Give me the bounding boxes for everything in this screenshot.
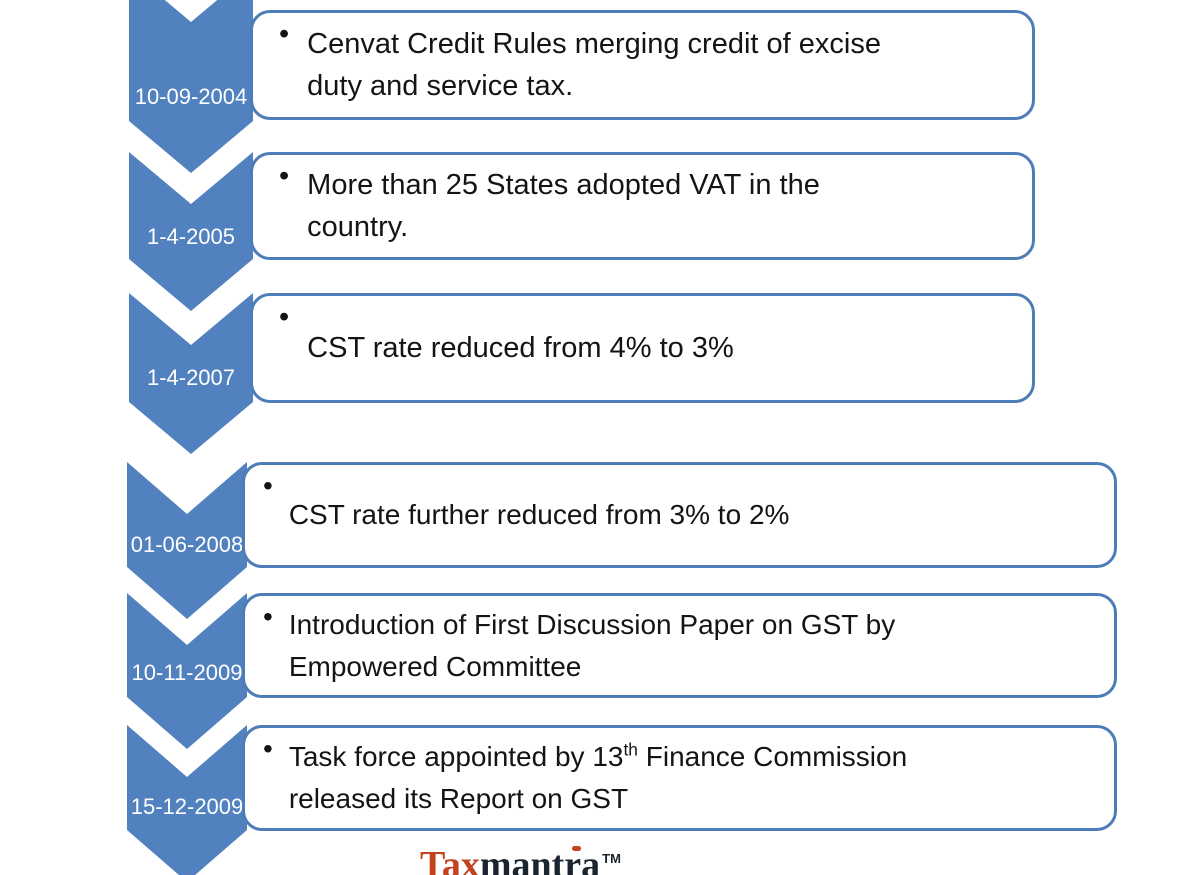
timeline-event-box: • Task force appointed by 13th Finance C… <box>242 725 1117 831</box>
bullet-icon: • <box>263 470 273 501</box>
logo-accent-dot-icon <box>572 846 581 851</box>
event-text: Introduction of First Discussion Paper o… <box>288 608 896 640</box>
timeline-date: 15-12-2009 <box>130 794 244 819</box>
event-text: released its Report on GST <box>288 783 629 814</box>
bullet-icon: • <box>279 160 290 192</box>
bullet-icon: • <box>279 301 290 333</box>
timeline-date: 10-09-2004 <box>134 84 248 109</box>
event-text: Finance Commission <box>637 741 908 772</box>
chevron-segment <box>129 152 253 311</box>
event-text: country. <box>307 211 409 243</box>
ordinal-superscript: th <box>623 739 638 760</box>
timeline-event-box: • Introduction of First Discussion Paper… <box>242 593 1117 698</box>
chevron-segment <box>129 0 253 173</box>
event-text: CST rate reduced from 4% to 3% <box>307 332 734 364</box>
chevron-segment <box>127 593 247 749</box>
chevron-segment <box>127 462 247 619</box>
logo-text-mantra: mantra <box>479 844 601 875</box>
timeline-event-box: • CST rate further reduced from 3% to 2% <box>242 462 1117 568</box>
timeline-event-box: • More than 25 States adopted VAT in the… <box>250 152 1035 260</box>
event-text: Task force appointed by 13 <box>288 741 624 772</box>
event-text: Empowered Committee <box>288 650 582 682</box>
bullet-icon: • <box>263 601 273 632</box>
bullet-icon: • <box>279 18 290 50</box>
event-text: More than 25 States adopted VAT in the <box>307 169 820 201</box>
bullet-icon: • <box>263 733 273 764</box>
timeline-event-box: • Cenvat Credit Rules merging credit of … <box>250 10 1035 120</box>
chevron-segment <box>127 725 247 875</box>
timeline-date: 10-11-2009 <box>131 660 243 685</box>
event-text: CST rate further reduced from 3% to 2% <box>288 499 790 530</box>
timeline-date: 01-06-2008 <box>130 532 244 557</box>
taxmantra-logo: Taxmantra TM <box>420 846 621 875</box>
event-text: duty and service tax. <box>307 70 574 102</box>
timeline-event-box: • CST rate reduced from 4% to 3% <box>250 293 1035 403</box>
logo-text-tax: Tax <box>420 844 480 875</box>
chevron-segment <box>129 293 253 454</box>
event-text: Cenvat Credit Rules merging credit of ex… <box>307 28 881 60</box>
trademark-symbol: TM <box>602 851 621 867</box>
timeline-date: 1-4-2005 <box>146 224 236 249</box>
timeline-date: 1-4-2007 <box>146 365 236 390</box>
